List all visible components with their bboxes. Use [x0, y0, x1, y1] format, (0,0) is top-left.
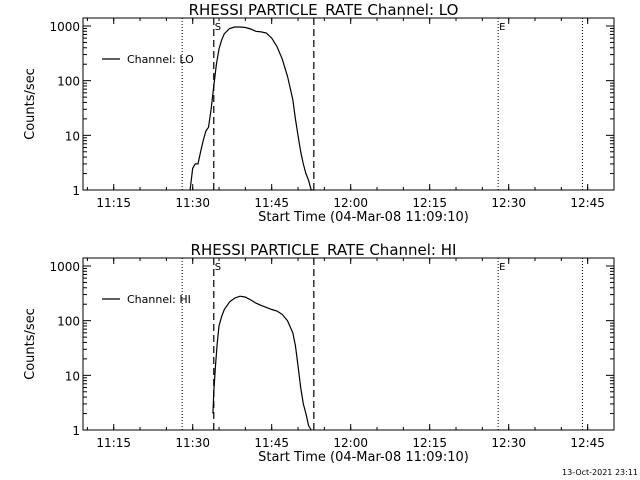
x-axis-label: Start Time (04-Mar-08 11:09:10) [258, 210, 469, 225]
y-axis-label: Counts/sec [23, 68, 38, 140]
series-line [189, 26, 314, 191]
start-marker-label: S [215, 22, 221, 33]
y-tick-label: 1000 [49, 20, 80, 34]
x-tick-label: 11:45 [254, 436, 289, 450]
y-tick-label: 100 [57, 315, 80, 329]
y-tick-label: 100 [57, 75, 80, 89]
end-marker-label: E [499, 22, 505, 33]
x-tick-label: 12:30 [491, 196, 526, 210]
x-tick-label: 11:30 [175, 196, 210, 210]
chart-panel-lo: RHESSI PARTICLE_RATE Channel: LO 11:15 11:… [23, 1, 615, 225]
x-tick-label: 12:00 [333, 196, 368, 210]
end-marker-label: E [499, 262, 505, 273]
legend-label: Channel: LO [127, 53, 194, 66]
x-tick-label: 11:45 [254, 196, 289, 210]
x-tick-label: 12:00 [333, 436, 368, 450]
footer-timestamp: 13-Oct-2021 23:11 [562, 468, 638, 477]
x-tick-label: 12:45 [570, 436, 605, 450]
start-marker-label: S [215, 262, 221, 273]
x-tick-label: 12:45 [570, 196, 605, 210]
y-axis-label: Counts/sec [23, 308, 38, 380]
x-tick-label: 11:30 [175, 436, 210, 450]
y-tick-label: 1 [72, 184, 80, 198]
legend-label: Channel: HI [127, 293, 191, 306]
x-tick-label: 12:15 [412, 436, 447, 450]
x-axis-label: Start Time (04-Mar-08 11:09:10) [258, 450, 469, 465]
y-tick-label: 1000 [49, 260, 80, 274]
y-tick-label: 10 [65, 129, 80, 143]
series-line [212, 295, 312, 431]
plot-frame [82, 257, 615, 431]
x-tick-label: 12:30 [491, 436, 526, 450]
plot-frame [82, 17, 615, 191]
chart-panel-hi: RHESSI PARTICLE_RATE Channel: HI 11:15 11:… [23, 241, 615, 465]
x-tick-label: 11:15 [96, 436, 131, 450]
x-tick-label: 12:15 [412, 196, 447, 210]
y-tick-label: 1 [72, 424, 80, 438]
y-tick-label: 10 [65, 369, 80, 383]
chart-title: RHESSI PARTICLE_RATE Channel: HI [191, 241, 457, 260]
x-tick-label: 11:15 [96, 196, 131, 210]
chart-title: RHESSI PARTICLE_RATE Channel: LO [189, 1, 459, 20]
